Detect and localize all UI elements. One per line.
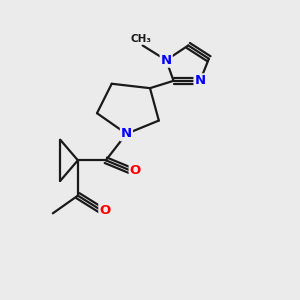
Text: N: N — [194, 74, 206, 87]
Text: N: N — [121, 127, 132, 140]
Text: N: N — [160, 54, 172, 67]
Text: O: O — [130, 164, 141, 177]
Text: CH₃: CH₃ — [131, 34, 152, 44]
Text: O: O — [99, 204, 111, 217]
